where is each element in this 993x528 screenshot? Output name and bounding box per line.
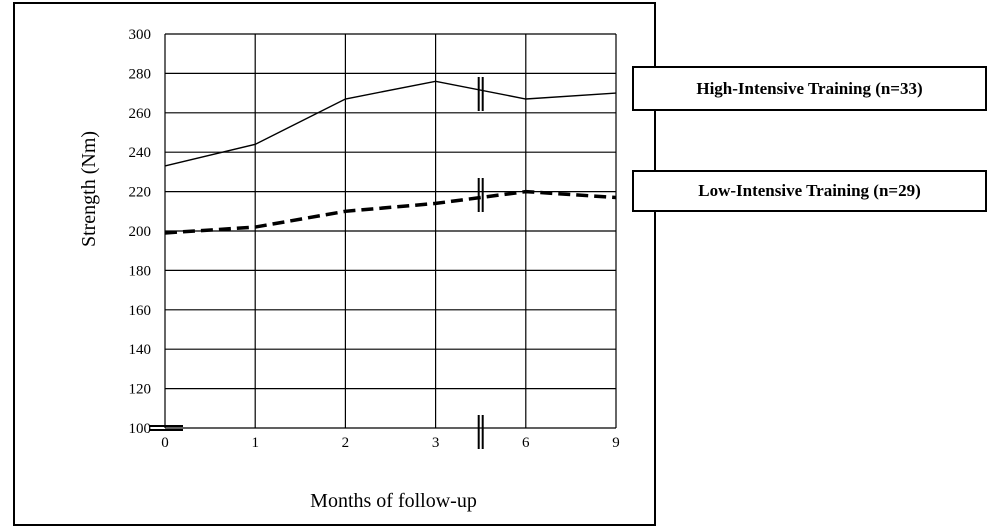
y-tick-label: 220 <box>129 185 152 201</box>
legend-high-intensive: High-Intensive Training (n=33) <box>632 66 987 111</box>
y-tick-label: 280 <box>129 66 152 82</box>
y-tick-label: 140 <box>129 342 152 358</box>
y-tick-label: 180 <box>129 263 152 279</box>
y-tick-label: 100 <box>129 421 152 437</box>
x-tick-label: 9 <box>612 435 620 451</box>
legend-low-intensive-label: Low-Intensive Training (n=29) <box>698 181 921 200</box>
legend-high-intensive-label: High-Intensive Training (n=33) <box>696 78 923 98</box>
chart-frame <box>13 2 656 526</box>
y-tick-label: 300 <box>129 27 152 43</box>
series-line-high-intensive <box>164 80 617 167</box>
x-tick-label: 2 <box>342 435 350 451</box>
x-tick-label: 6 <box>522 435 530 451</box>
legend-low-intensive: Low-Intensive Training (n=29) <box>632 170 987 212</box>
x-tick-label: 3 <box>432 435 440 451</box>
series-line-low-intensive <box>164 189 617 235</box>
y-tick-label: 260 <box>129 106 152 122</box>
y-axis-title: Strength (Nm) <box>78 131 100 247</box>
y-tick-label: 240 <box>129 145 152 161</box>
x-tick-label: 1 <box>251 435 259 451</box>
y-tick-label: 120 <box>129 382 152 398</box>
x-axis-title: Months of follow-up <box>310 490 477 512</box>
y-tick-label: 160 <box>129 303 152 319</box>
x-tick-label: 0 <box>161 435 169 451</box>
y-tick-label: 200 <box>129 224 152 240</box>
